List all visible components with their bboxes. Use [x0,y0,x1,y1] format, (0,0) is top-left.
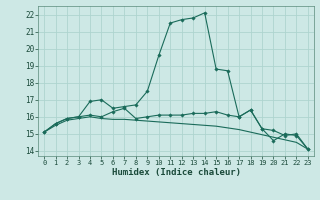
X-axis label: Humidex (Indice chaleur): Humidex (Indice chaleur) [111,168,241,177]
